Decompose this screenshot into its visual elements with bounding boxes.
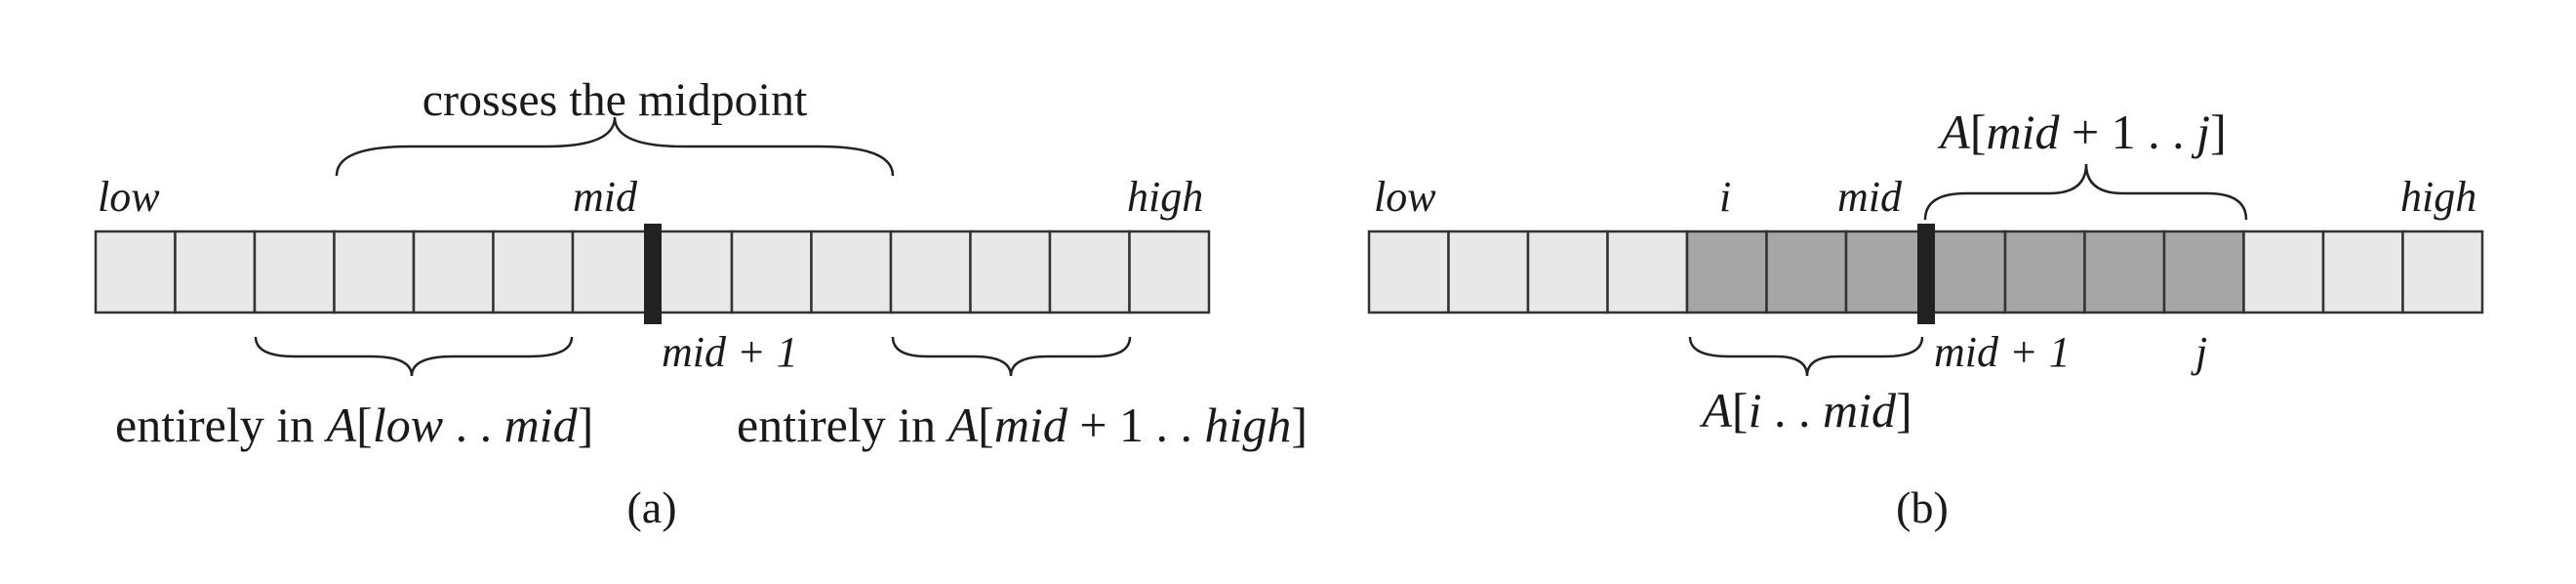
array-a-cell-6 bbox=[492, 229, 575, 314]
array-a-cell-14 bbox=[1128, 229, 1211, 314]
a-top-brace bbox=[335, 116, 895, 177]
a-bottom-right-label: entirely in A[mid + 1 . . high] bbox=[737, 397, 1308, 452]
b-i-label: i bbox=[1719, 173, 1731, 221]
array-a-mid-divider bbox=[644, 224, 662, 324]
b-mid-label: mid bbox=[1837, 173, 1903, 221]
a-mid-plus-1-label: mid + 1 bbox=[662, 328, 798, 376]
array-a-cell-8 bbox=[651, 229, 734, 314]
array-a-cell-10 bbox=[810, 229, 893, 314]
array-a-cell-4 bbox=[333, 229, 416, 314]
array-b-cell-6 bbox=[1765, 229, 1848, 314]
array-b-cell-5 bbox=[1685, 229, 1768, 314]
b-bottom-brace-label: A[i . . mid] bbox=[1699, 383, 1912, 438]
a-bottom-right-brace bbox=[891, 336, 1132, 377]
b-caption: (b) bbox=[1896, 482, 1949, 532]
array-a-cell-2 bbox=[174, 229, 257, 314]
b-top-brace bbox=[1923, 163, 2248, 221]
b-top-brace-label: A[mid + 1 . . j] bbox=[1937, 104, 2226, 159]
array-a-cell-13 bbox=[1048, 229, 1131, 314]
array-b-cell-14 bbox=[2401, 229, 2484, 314]
array-b-mid-divider bbox=[1917, 224, 1935, 324]
array-a-cell-12 bbox=[969, 229, 1052, 314]
array-a-cell-1 bbox=[94, 229, 177, 314]
array-b-cell-1 bbox=[1367, 229, 1450, 314]
array-b-cell-2 bbox=[1447, 229, 1530, 314]
array-a-cell-9 bbox=[730, 229, 813, 314]
a-caption: (a) bbox=[626, 482, 676, 532]
b-low-label: low bbox=[1374, 173, 1436, 221]
array-b-cell-9 bbox=[2003, 229, 2086, 314]
array-a-cell-5 bbox=[412, 229, 495, 314]
array-b-cell-10 bbox=[2083, 229, 2166, 314]
array-a-cells bbox=[94, 229, 1211, 314]
a-bottom-left-brace bbox=[254, 336, 574, 377]
array-a-cell-3 bbox=[253, 229, 336, 314]
array-b-cell-8 bbox=[1924, 229, 2007, 314]
array-b-cell-12 bbox=[2242, 229, 2325, 314]
array-b-cell-3 bbox=[1526, 229, 1609, 314]
array-b-cells bbox=[1367, 229, 2484, 314]
b-mid-plus-1-label: mid + 1 bbox=[1934, 328, 2071, 376]
a-mid-label: mid bbox=[573, 173, 638, 221]
array-a-cell-11 bbox=[889, 229, 972, 314]
array-a-cell-7 bbox=[571, 229, 654, 314]
array-b-cell-7 bbox=[1844, 229, 1927, 314]
array-b-cell-13 bbox=[2321, 229, 2404, 314]
a-high-label: high bbox=[1127, 173, 1203, 221]
b-j-label: j bbox=[2191, 328, 2207, 376]
b-high-label: high bbox=[2400, 173, 2476, 221]
a-bottom-left-label: entirely in A[low . . mid] bbox=[115, 397, 593, 452]
b-bottom-brace bbox=[1688, 336, 1924, 377]
a-low-label: low bbox=[98, 173, 160, 221]
array-b-cell-4 bbox=[1606, 229, 1689, 314]
array-b-cell-11 bbox=[2162, 229, 2245, 314]
